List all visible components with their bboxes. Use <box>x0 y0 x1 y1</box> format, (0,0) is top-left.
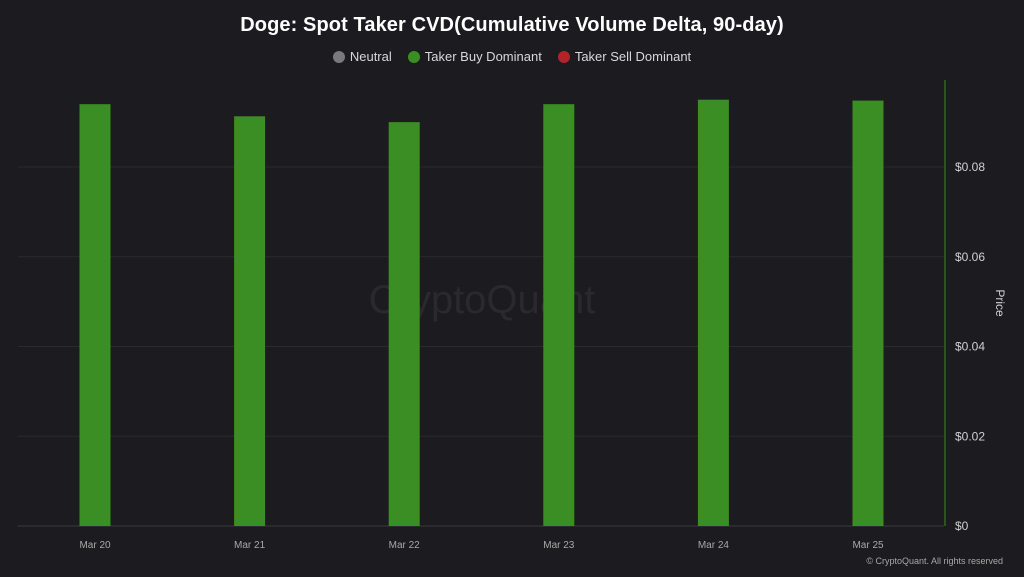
legend-label: Taker Buy Dominant <box>424 49 542 64</box>
chart-title: Doge: Spot Taker CVD(Cumulative Volume D… <box>240 14 784 36</box>
x-tick-label: Mar 23 <box>543 540 575 551</box>
y-tick-label: $0.06 <box>955 250 985 264</box>
legend-dot-icon <box>557 50 570 63</box>
y-tick-label: $0 <box>955 519 969 533</box>
legend-dot-icon <box>407 50 420 63</box>
y-tick-label: $0.04 <box>955 340 985 354</box>
bar <box>852 100 884 527</box>
bar <box>697 99 729 526</box>
y-tick-label: $0.08 <box>955 160 985 174</box>
copyright-notice: © CryptoQuant. All rights reserved <box>866 556 1003 566</box>
legend-label: Neutral <box>349 49 392 64</box>
bar <box>79 104 111 527</box>
x-tick-label: Mar 20 <box>79 540 111 551</box>
legend-item[interactable]: Taker Buy Dominant <box>407 49 542 64</box>
chart-legend: Neutral Taker Buy Dominant Taker Sell Domi… <box>0 49 1024 64</box>
legend-item[interactable]: Taker Sell Dominant <box>557 49 692 64</box>
x-tick-label: Mar 24 <box>698 540 730 551</box>
x-tick-label: Mar 21 <box>234 540 266 551</box>
bar <box>388 122 420 526</box>
y-tick-label: $0.02 <box>955 429 985 443</box>
bar <box>234 116 266 526</box>
x-tick-label: Mar 22 <box>389 540 421 551</box>
bar <box>543 104 575 527</box>
legend-dot-icon <box>332 50 345 63</box>
legend-item[interactable]: Neutral <box>332 49 392 64</box>
legend-label: Taker Sell Dominant <box>574 49 692 64</box>
y-axis-title: Price <box>993 289 1007 317</box>
x-tick-label: Mar 25 <box>852 540 884 551</box>
